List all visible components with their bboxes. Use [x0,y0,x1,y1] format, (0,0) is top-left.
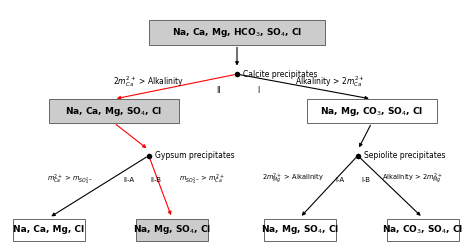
FancyBboxPatch shape [136,218,208,241]
FancyBboxPatch shape [307,100,437,123]
Text: Calcite precipitates: Calcite precipitates [243,70,318,79]
Text: I-B: I-B [362,177,371,183]
Text: Na, Mg, CO$_3$, SO$_4$, Cl: Na, Mg, CO$_3$, SO$_4$, Cl [320,105,423,118]
Text: Na, Ca, Mg, Cl: Na, Ca, Mg, Cl [13,225,84,234]
Text: Na, Ca, Mg, HCO$_3$, SO$_4$, Cl: Na, Ca, Mg, HCO$_3$, SO$_4$, Cl [172,26,302,39]
Text: II-A: II-A [124,177,135,183]
Text: II-B: II-B [150,177,161,183]
FancyBboxPatch shape [13,218,85,241]
Text: I-A: I-A [336,177,345,183]
FancyBboxPatch shape [264,218,336,241]
FancyBboxPatch shape [49,100,179,123]
Text: Alkalinity > $2m_{Ca}^{2+}$: Alkalinity > $2m_{Ca}^{2+}$ [295,74,365,89]
Text: $m_{Ca}^{2+}$ > $m_{SO_4^{2-}}$: $m_{Ca}^{2+}$ > $m_{SO_4^{2-}}$ [47,172,93,186]
Text: Na, CO$_3$, SO$_4$, Cl: Na, CO$_3$, SO$_4$, Cl [382,224,464,236]
FancyBboxPatch shape [387,218,459,241]
Text: $2m_{Mg}^{2+}$ > Alkalinity: $2m_{Mg}^{2+}$ > Alkalinity [262,172,324,186]
Text: Na, Ca, Mg, SO$_4$, Cl: Na, Ca, Mg, SO$_4$, Cl [65,105,163,118]
Text: II: II [216,86,221,95]
Text: Alkalinity > $2m_{Mg}^{2+}$: Alkalinity > $2m_{Mg}^{2+}$ [383,172,443,186]
FancyBboxPatch shape [149,20,325,45]
Text: I: I [257,86,259,95]
Text: Na, Mg, SO$_4$, Cl: Na, Mg, SO$_4$, Cl [133,223,211,236]
Text: $m_{SO_4^{2-}}$ > $m_{Ca}^{2+}$: $m_{SO_4^{2-}}$ > $m_{Ca}^{2+}$ [179,172,225,186]
Text: Sepiolite precipitates: Sepiolite precipitates [365,151,446,160]
Text: $2m_{Ca}^{2+}$ > Alkalinity: $2m_{Ca}^{2+}$ > Alkalinity [113,74,184,89]
Text: Gypsum precipitates: Gypsum precipitates [155,151,235,160]
Text: Na, Mg, SO$_4$, Cl: Na, Mg, SO$_4$, Cl [261,223,339,236]
